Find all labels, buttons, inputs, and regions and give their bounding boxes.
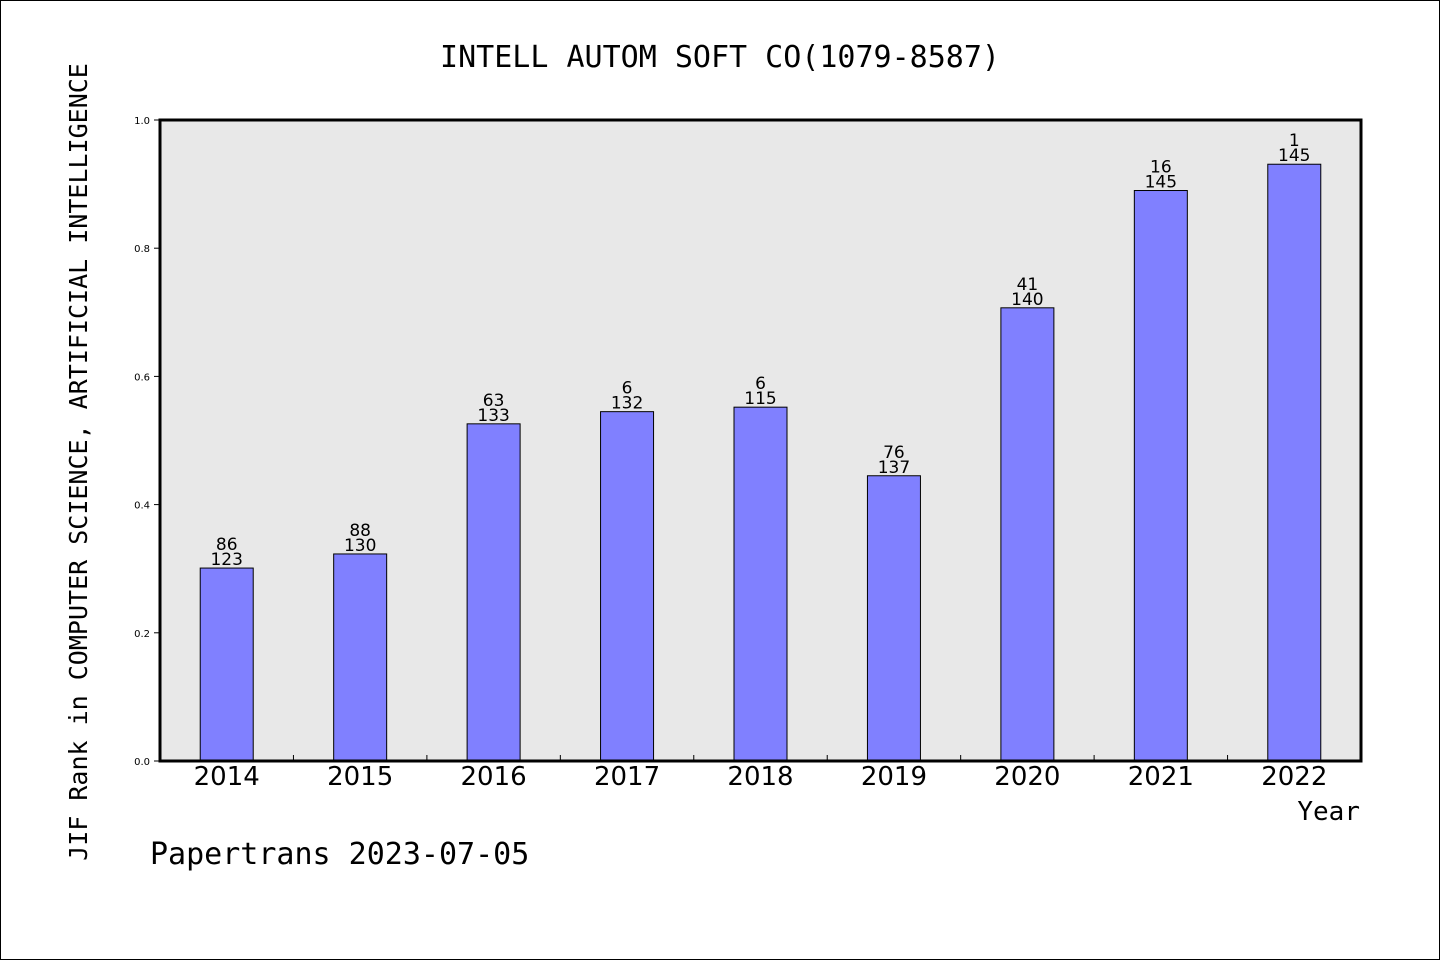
bar-total-label: 145 (1145, 173, 1177, 193)
x-axis-label: Year (1297, 797, 1360, 827)
bar-2019 (866, 475, 921, 762)
bar-labels-group: 8612388130631336132611576137411401614511… (210, 131, 1310, 570)
x-tick-label: 2017 (594, 762, 660, 792)
y-tick-label: 0.4 (134, 501, 150, 512)
x-tick-label: 2022 (1261, 762, 1327, 792)
bar-total-label: 133 (477, 406, 509, 426)
bar-rank-label: 16 (1150, 158, 1172, 178)
bar-rank-label: 6 (622, 379, 633, 399)
bar-total-label: 130 (344, 536, 376, 556)
y-axis-label: JIF Rank in COMPUTER SCIENCE, ARTIFICIAL… (64, 63, 93, 861)
bar-rank-label: 6 (755, 374, 766, 394)
bar-rank-label: 63 (483, 391, 505, 411)
bar-total-label: 140 (1011, 290, 1043, 310)
bar-2017 (600, 411, 655, 762)
y-tick-label: 0.6 (134, 372, 150, 383)
bar-2020 (1000, 307, 1055, 762)
x-tick-label: 2015 (327, 762, 393, 792)
bars-group (199, 163, 1322, 762)
plot-border (158, 118, 1363, 763)
bar-total-label: 132 (611, 394, 643, 414)
bar-total-label: 137 (878, 458, 910, 478)
bar-2018 (733, 406, 788, 762)
bar-2022 (1267, 163, 1322, 762)
x-tick-label: 2018 (727, 762, 793, 792)
y-ticks-group: 0.0 0.2 0.4 0.6 0.8 1.0 (134, 116, 160, 768)
bar-total-label: 145 (1278, 146, 1310, 166)
x-tick-label: 2020 (994, 762, 1060, 792)
bar-rank-label: 86 (216, 535, 238, 555)
bar-2014 (199, 567, 254, 762)
x-tick-label: 2014 (194, 762, 260, 792)
x-ticks-group: 2014 2015 2016 2017 2018 2019 2020 2021 2022 (194, 755, 1327, 792)
bar-rank-label: 41 (1017, 275, 1039, 295)
y-tick-label: 0.2 (134, 629, 150, 640)
y-tick-label: 0.8 (134, 244, 150, 255)
x-tick-label: 2016 (461, 762, 527, 792)
chart-title: INTELL AUTOM SOFT CO(1079-8587) (440, 40, 1000, 75)
x-tick-label: 2019 (861, 762, 927, 792)
y-tick-label: 0.0 (134, 757, 150, 768)
bar-2021 (1133, 190, 1188, 762)
bar-rank-label: 1 (1289, 131, 1300, 151)
bar-total-label: 123 (210, 550, 242, 570)
bar-2016 (466, 423, 521, 762)
bar-rank-label: 76 (883, 443, 905, 463)
y-tick-label: 1.0 (134, 116, 150, 127)
footer-credit: Papertrans 2023-07-05 (150, 837, 529, 872)
bar-rank-label: 88 (349, 521, 371, 541)
x-tick-label: 2021 (1128, 762, 1194, 792)
bar-2015 (333, 553, 388, 762)
bar-total-label: 115 (744, 389, 776, 409)
